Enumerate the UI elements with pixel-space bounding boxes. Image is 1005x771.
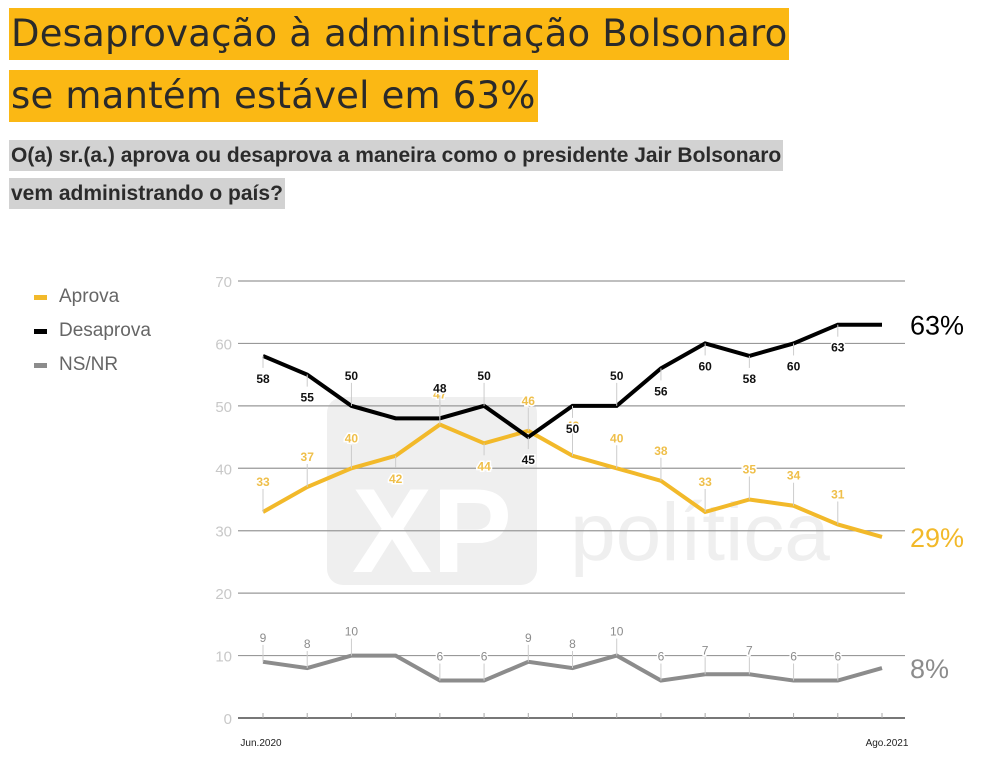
data-label-desaprova: 50	[477, 369, 491, 383]
data-label-desaprova: 63	[831, 341, 845, 355]
legend-swatch-desaprova	[34, 328, 47, 334]
data-label-desaprova: 60	[698, 359, 712, 373]
data-label-desaprova: 60	[787, 359, 801, 373]
data-label-nsnr: 8	[569, 637, 576, 651]
data-label-aprova: 35	[743, 463, 757, 477]
data-label-nsnr: 7	[702, 643, 709, 657]
data-label-aprova: 42	[389, 472, 403, 486]
legend-label-aprova: Aprova	[59, 286, 120, 307]
data-label-nsnr: 10	[610, 625, 624, 639]
data-label-aprova: 33	[698, 475, 712, 489]
chart-title-line-2: se mantém estável em 63%	[9, 70, 538, 122]
legend-swatch-aprova	[34, 294, 47, 300]
data-label-aprova: 42	[566, 419, 580, 433]
data-label-desaprova: 50	[610, 369, 624, 383]
data-label-aprova: 33	[256, 475, 270, 489]
data-label-aprova: 40	[345, 431, 359, 445]
legend-item-aprova: Aprova	[34, 280, 151, 314]
legend-label-nsnr: NS/NR	[59, 354, 119, 375]
chart-subtitle-line-2: vem administrando o país?	[9, 178, 285, 209]
data-labels: 9 8 10 6 6 9 8 10 6 7 7 6 6 8% 33 37 40 42 47 44 46 42 40 38 33 3…	[255, 311, 964, 684]
legend: Aprova Desaprova NS/NR	[34, 280, 151, 382]
watermark-text: política	[570, 487, 830, 578]
data-label-nsnr: 9	[260, 631, 267, 645]
data-label-desaprova: 50	[566, 422, 580, 436]
data-label-aprova: 40	[610, 431, 624, 445]
data-label-nsnr: 6	[481, 650, 488, 664]
y-tick-label: 20	[215, 586, 232, 603]
y-tick-label: 30	[215, 524, 232, 541]
x-tick-label-last: Ago.2021	[866, 738, 909, 749]
data-label-desaprova: 48	[433, 381, 447, 395]
y-tick-label: 0	[224, 711, 232, 728]
data-label-aprova: 37	[301, 450, 315, 464]
chart-subtitle-line-1: O(a) sr.(a.) aprova ou desaprova a manei…	[9, 140, 784, 171]
data-label-nsnr: 9	[525, 631, 532, 645]
data-label-aprova: 46	[522, 394, 536, 408]
data-label-nsnr: 6	[437, 650, 444, 664]
y-tick-label: 60	[215, 336, 232, 353]
data-label-nsnr: 10	[345, 625, 359, 639]
y-tick-label: 50	[215, 399, 232, 416]
end-label-nsnr: 8%	[910, 654, 949, 684]
x-tick-label-first: Jun.2020	[240, 738, 282, 749]
chart-title-line-1: Desaprovação à administração Bolsonaro	[9, 8, 790, 60]
end-label-aprova: 29%	[910, 523, 964, 553]
y-tick-label: 40	[215, 461, 232, 478]
data-label-nsnr: 6	[658, 650, 665, 664]
data-label-desaprova: 56	[654, 384, 668, 398]
end-label-desaprova: 63%	[910, 311, 964, 341]
data-label-nsnr: 6	[834, 650, 841, 664]
x-axis: Jun.2020 Ago.2021	[240, 713, 909, 749]
data-label-aprova: 47	[433, 388, 447, 402]
data-label-nsnr: 7	[746, 643, 753, 657]
legend-item-desaprova: Desaprova	[34, 314, 151, 348]
data-label-aprova: 31	[831, 487, 845, 501]
data-label-desaprova: 58	[256, 372, 270, 386]
data-label-aprova: 34	[787, 469, 801, 483]
y-tick-label: 70	[215, 274, 232, 291]
data-label-desaprova: 58	[743, 372, 757, 386]
data-label-aprova: 44	[477, 459, 491, 473]
legend-label-desaprova: Desaprova	[59, 320, 151, 341]
data-label-desaprova: 45	[522, 453, 536, 467]
y-tick-label: 10	[215, 649, 232, 666]
legend-swatch-nsnr	[34, 362, 47, 368]
data-label-nsnr: 6	[790, 650, 797, 664]
data-label-desaprova: 55	[301, 391, 315, 405]
data-label-aprova: 38	[654, 444, 668, 458]
data-label-desaprova: 50	[345, 369, 359, 383]
data-label-nsnr: 8	[304, 637, 311, 651]
legend-item-nsnr: NS/NR	[34, 348, 151, 382]
